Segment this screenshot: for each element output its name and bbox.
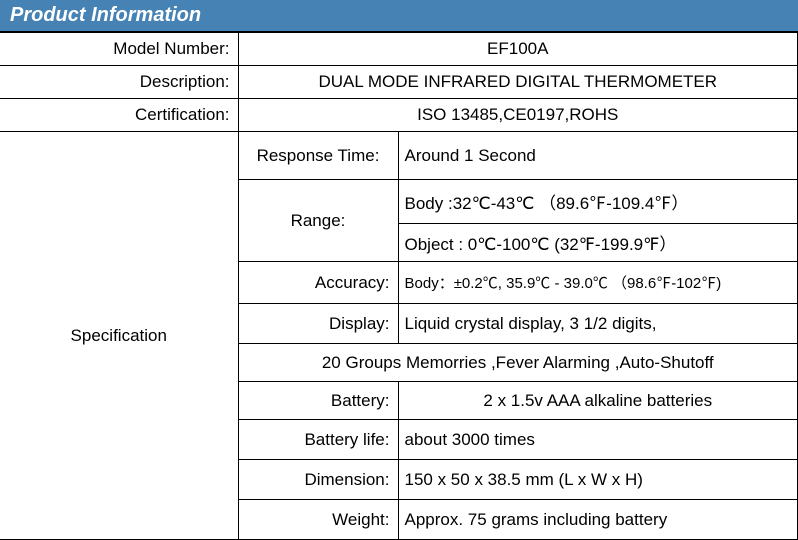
label-weight: Weight:	[238, 500, 398, 540]
value-certification: ISO 13485,CE0197,ROHS	[238, 99, 798, 132]
row-description: Description: DUAL MODE INFRARED DIGITAL …	[0, 66, 798, 99]
row-model-number: Model Number: EF100A	[0, 33, 798, 66]
value-features: 20 Groups Memorries ,Fever Alarming ,Aut…	[238, 344, 798, 382]
value-display: Liquid crystal display, 3 1/2 digits,	[398, 304, 798, 344]
value-accuracy: Body：±0.2℃, 35.9℃ - 39.0℃ （98.6℉-102℉)	[398, 262, 798, 304]
value-model-number: EF100A	[238, 33, 798, 66]
value-dimension: 150 x 50 x 38.5 mm (L x W x H)	[398, 460, 798, 500]
value-range-body: Body :32℃-43℃ （89.6℉-109.4℉）	[398, 180, 798, 224]
label-certification: Certification:	[0, 99, 238, 132]
label-battery: Battery:	[238, 382, 398, 420]
label-description: Description:	[0, 66, 238, 99]
value-description: DUAL MODE INFRARED DIGITAL THERMOMETER	[238, 66, 798, 99]
value-weight: Approx. 75 grams including battery	[398, 500, 798, 540]
label-specification: Specification	[0, 132, 238, 540]
row-response-time: Specification Response Time: Around 1 Se…	[0, 132, 798, 180]
section-header: Product Information	[0, 0, 798, 33]
label-dimension: Dimension:	[238, 460, 398, 500]
label-battery-life: Battery life:	[238, 420, 398, 460]
value-range-object: Object : 0℃-100℃ (32℉-199.9℉）	[398, 224, 798, 262]
value-response-time: Around 1 Second	[398, 132, 798, 180]
value-battery-life: about 3000 times	[398, 420, 798, 460]
product-info-table: Model Number: EF100A Description: DUAL M…	[0, 33, 798, 540]
label-model-number: Model Number:	[0, 33, 238, 66]
label-response-time: Response Time:	[238, 132, 398, 180]
label-accuracy: Accuracy:	[238, 262, 398, 304]
value-battery: 2 x 1.5v AAA alkaline batteries	[398, 382, 798, 420]
label-range: Range:	[238, 180, 398, 262]
row-certification: Certification: ISO 13485,CE0197,ROHS	[0, 99, 798, 132]
label-display: Display:	[238, 304, 398, 344]
